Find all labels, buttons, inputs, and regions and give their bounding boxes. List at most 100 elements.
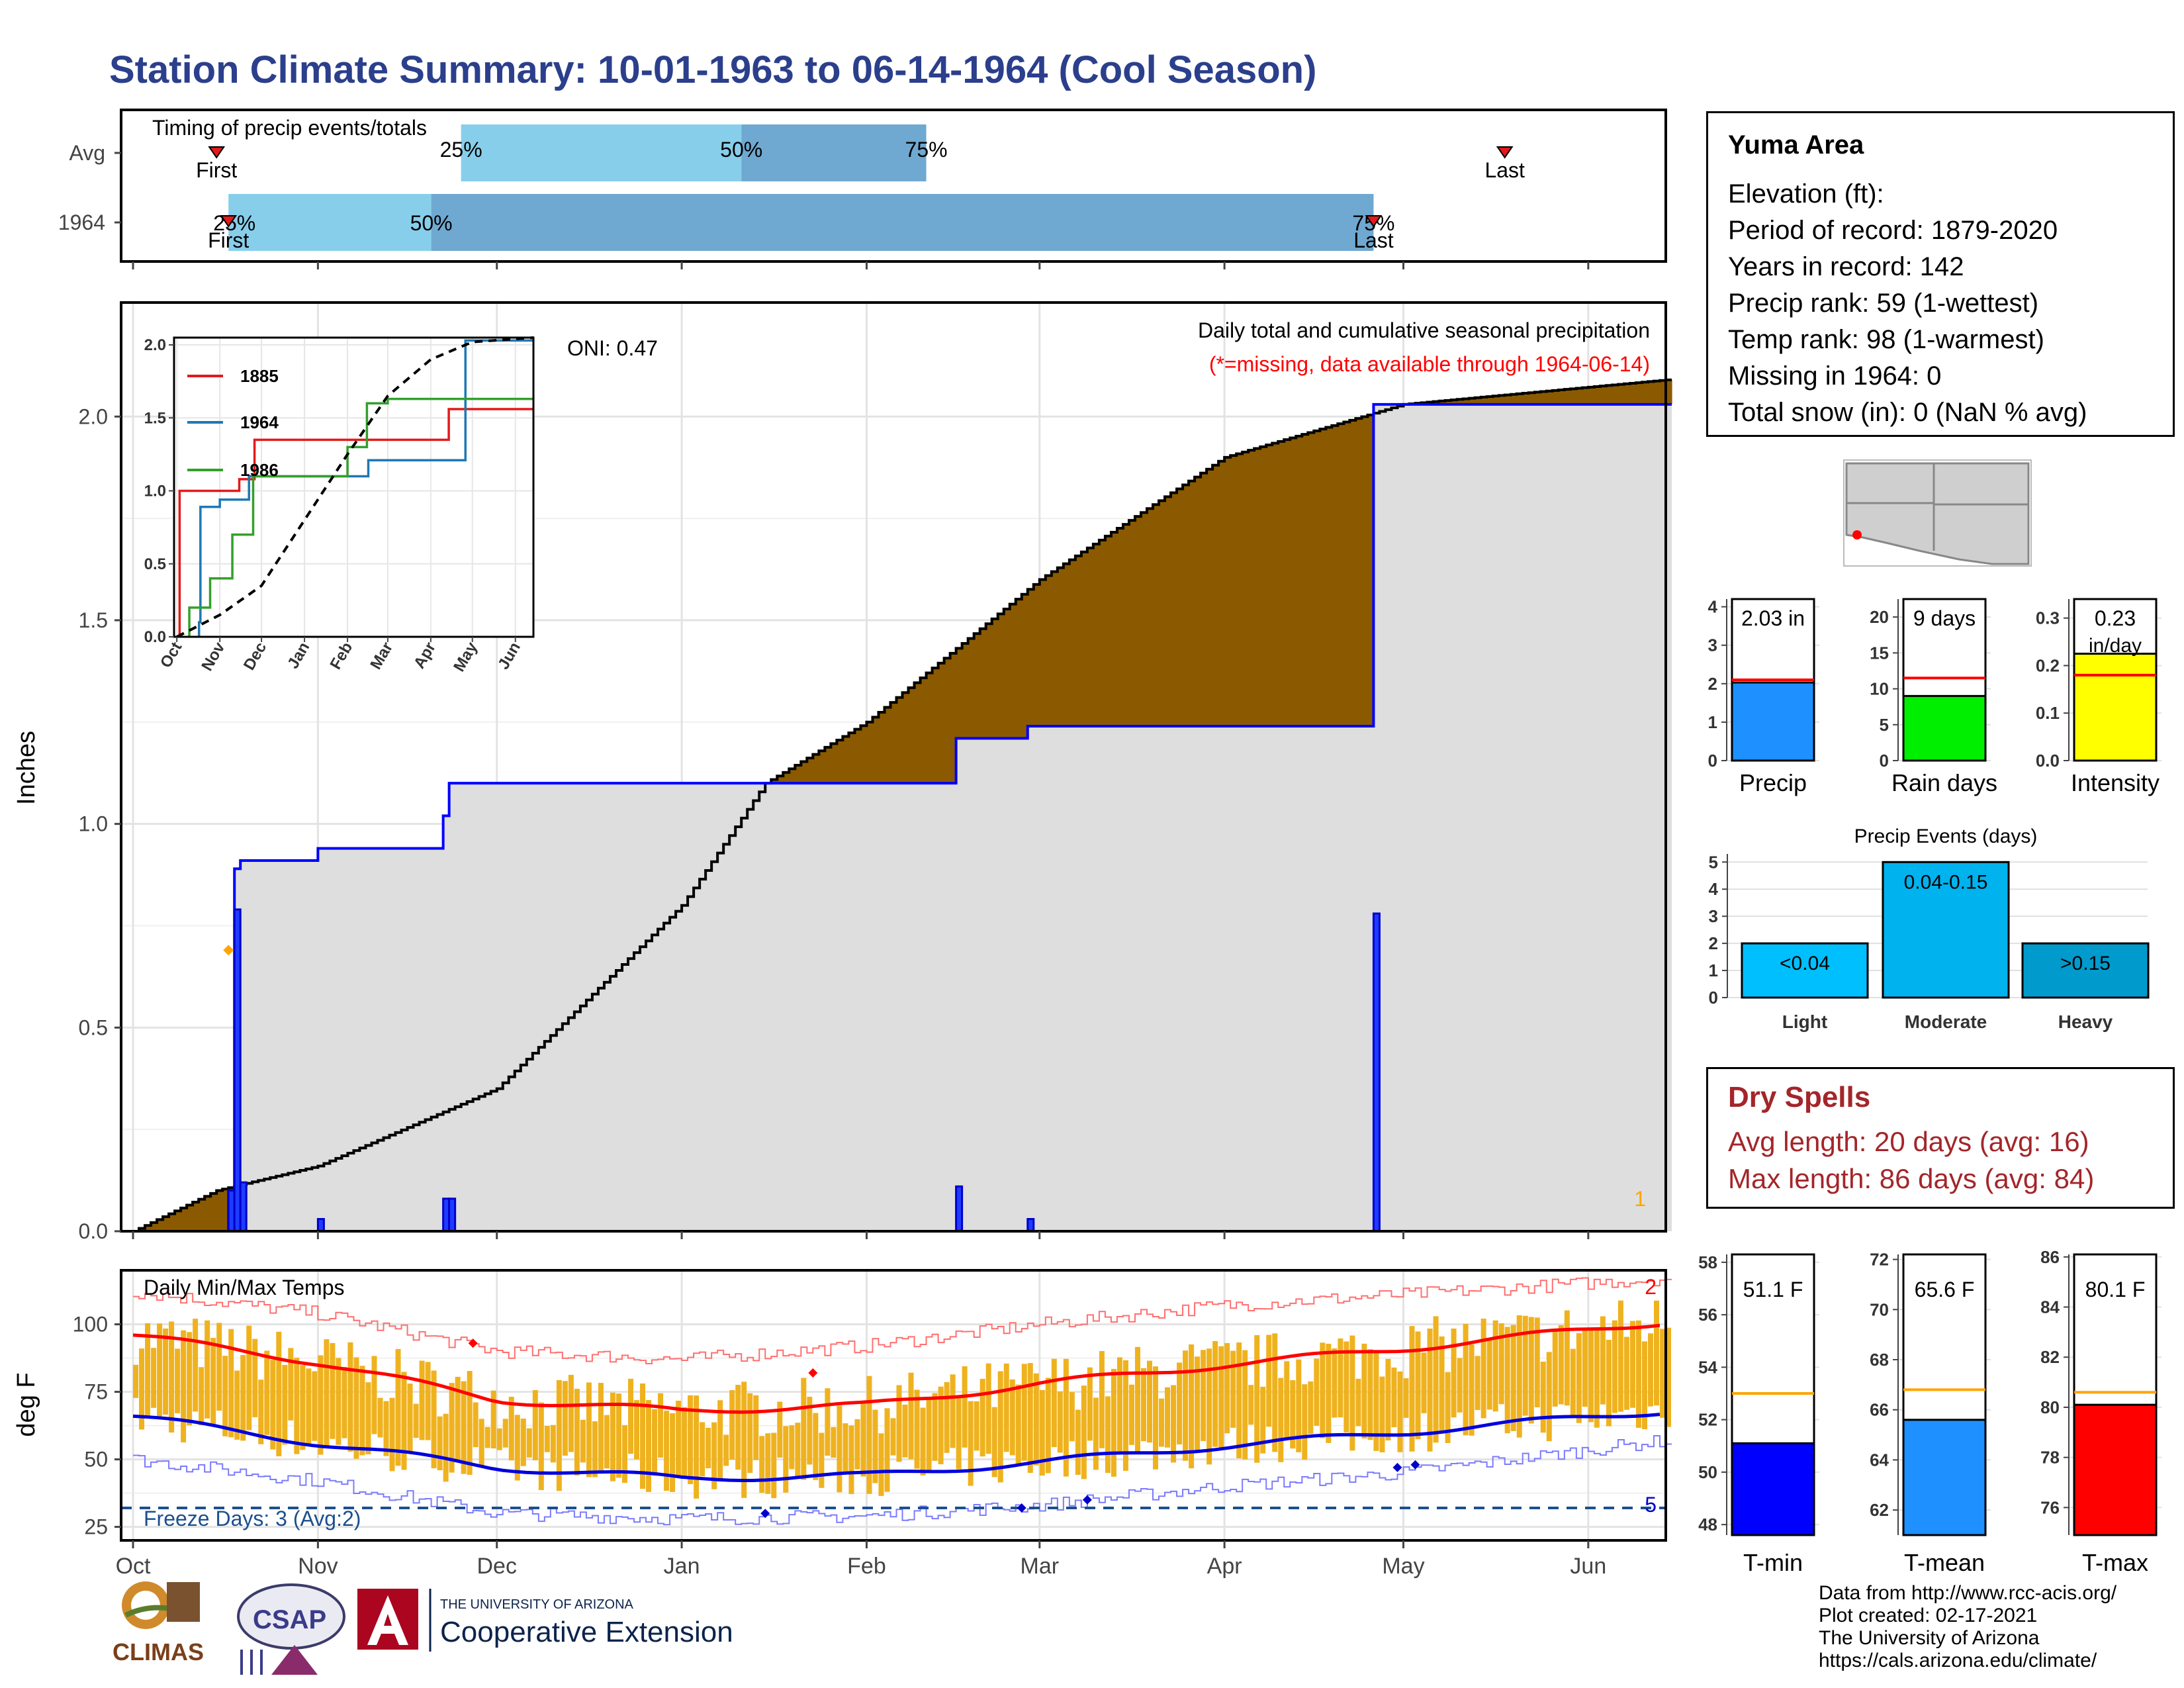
precip-departure-fill — [1439, 400, 1446, 404]
temp-daily-range-bar — [425, 1362, 431, 1440]
precip-departure-fill — [1093, 543, 1100, 726]
temp-daily-range-bar — [341, 1366, 347, 1438]
summary-bar-y-tick-label: 10 — [1870, 679, 1889, 699]
precip-y-tick-label: 1.5 — [79, 608, 108, 632]
temp-daily-range-bar — [473, 1402, 478, 1448]
precip-departure-fill — [1302, 434, 1308, 726]
temp-daily-range-bar — [1361, 1343, 1367, 1439]
temp-summary-category-label: T-max — [2082, 1549, 2148, 1576]
temp-daily-range-bar — [1248, 1385, 1254, 1425]
precip-departure-fill — [1606, 385, 1613, 404]
temp-daily-range-bar — [574, 1388, 580, 1476]
temp-daily-range-bar — [377, 1397, 383, 1438]
precip-departure-fill — [1314, 430, 1320, 726]
temp-daily-range-bar — [890, 1418, 896, 1456]
temp-daily-range-bar — [711, 1422, 717, 1489]
station-precip-rank: Precip rank: 59 (1-wettest) — [1728, 289, 2039, 318]
temp-daily-range-bar — [526, 1428, 532, 1458]
precip-departure-fill — [1009, 604, 1017, 739]
temp-daily-range-bar — [1629, 1321, 1635, 1408]
temp-daily-range-bar — [1617, 1300, 1623, 1412]
temp-daily-range-bar — [866, 1376, 872, 1494]
temp-normal-min-line — [132, 1413, 1661, 1483]
locator-map-station-dot — [1852, 530, 1862, 539]
temp-daily-range-bar — [1385, 1358, 1391, 1440]
precip-departure-fill — [997, 614, 1005, 739]
temp-daily-range-bar — [1612, 1320, 1617, 1413]
precip-departure-fill — [222, 1189, 229, 1231]
temp-summary-y-tick-label: 56 — [1698, 1305, 1717, 1325]
precip-departure-fill — [1045, 575, 1052, 726]
temp-daily-range-bar — [825, 1388, 831, 1456]
precip-events-y-tick-label: 2 — [1709, 933, 1718, 953]
precip-departure-fill — [979, 628, 987, 739]
precip-departure-fill — [1027, 589, 1034, 726]
precip-departure-fill — [789, 769, 796, 784]
temp-daily-range-bar — [771, 1432, 777, 1499]
precip-departure-fill — [1659, 380, 1666, 404]
temp-daily-range-bar — [1480, 1319, 1486, 1419]
temp-summary-y-tick-label: 80 — [2040, 1397, 2060, 1417]
temp-daily-range-bar — [353, 1357, 359, 1459]
temp-daily-range-bar — [461, 1381, 467, 1474]
temp-daily-range-bar — [664, 1411, 670, 1491]
temp-daily-range-bar — [753, 1395, 759, 1460]
precip-departure-fill — [872, 717, 880, 784]
temp-daily-range-bar — [401, 1372, 407, 1470]
temp-record-high-marker — [468, 1338, 478, 1348]
temp-daily-range-bar — [1409, 1326, 1415, 1452]
temp-daily-range-bar — [765, 1433, 771, 1494]
precip-departure-fill — [1433, 401, 1440, 404]
precip-departure-fill — [878, 712, 886, 784]
precip-departure-fill — [1105, 536, 1112, 726]
temp-daily-range-bar — [312, 1371, 318, 1441]
precip-missing-note: (*=missing, data available through 1964-… — [1209, 352, 1650, 376]
summary-bar-y-tick-label: 0 — [1708, 751, 1717, 771]
timing-avg-75-label: 75% — [905, 138, 948, 162]
temp-summary-y-tick-label: 50 — [1698, 1462, 1717, 1482]
precip-departure-fill — [1570, 389, 1577, 404]
precip-departure-fill — [1075, 555, 1082, 726]
temp-daily-range-bar — [1433, 1316, 1439, 1443]
temp-daily-range-bar — [1236, 1342, 1242, 1459]
temp-daily-range-bar — [1057, 1391, 1063, 1453]
precip-departure-fill — [175, 1211, 181, 1231]
summary-bar-value-label-2: in/day — [2089, 635, 2142, 657]
precip-departure-fill — [1039, 579, 1046, 726]
precip-departure-fill — [956, 648, 963, 739]
temp-daily-range-bar — [1326, 1343, 1332, 1443]
precip-y-tick-label: 0.5 — [79, 1015, 108, 1039]
dry-spells-title: Dry Spells — [1728, 1081, 1871, 1113]
precip-departure-fill — [1033, 584, 1040, 726]
temp-daily-range-bar — [872, 1409, 878, 1483]
precip-departure-fill — [1498, 395, 1506, 404]
precip-daily-bar — [316, 1218, 325, 1233]
temp-daily-range-bar — [837, 1405, 842, 1493]
precip-departure-fill — [1165, 496, 1171, 726]
temp-daily-range-bar — [723, 1434, 729, 1466]
footer-plot-date: Plot created: 02-17-2021 — [1819, 1605, 2038, 1626]
precip-departure-fill — [985, 624, 993, 739]
temp-daily-range-bar — [1159, 1398, 1165, 1447]
temp-record-low-count: 5 — [1645, 1493, 1657, 1517]
station-elevation: Elevation (ft): — [1728, 179, 1884, 209]
summary-bar-precip — [1731, 681, 1815, 762]
precip-departure-fill — [163, 1217, 169, 1231]
temp-daily-range-bar — [496, 1428, 502, 1450]
temp-daily-range-bar — [1332, 1348, 1338, 1418]
temp-daily-range-bar — [860, 1402, 866, 1477]
temp-daily-range-bar — [365, 1382, 371, 1454]
station-period: Period of record: 1879-2020 — [1728, 216, 2058, 245]
dry-spells-avg: Avg length: 20 days (avg: 16) — [1728, 1126, 2089, 1157]
inset-y-tick-label: 1.5 — [144, 409, 166, 427]
precip-daily-bar — [448, 1197, 457, 1233]
precip-departure-fill — [896, 697, 903, 784]
temp-summary-y-tick-label: 66 — [1870, 1400, 1889, 1420]
timing-avg-first-label: First — [196, 158, 237, 182]
temp-daily-range-bar — [1463, 1323, 1469, 1436]
temp-daily-range-bar — [1546, 1352, 1552, 1442]
timing-row-label: 1964 — [58, 211, 105, 234]
temp-daily-range-bar — [1475, 1356, 1480, 1410]
inset-legend-label: 1964 — [240, 412, 279, 432]
footer-notes: Data from http://www.rcc-acis.org/ Plot … — [1819, 1582, 2116, 1672]
